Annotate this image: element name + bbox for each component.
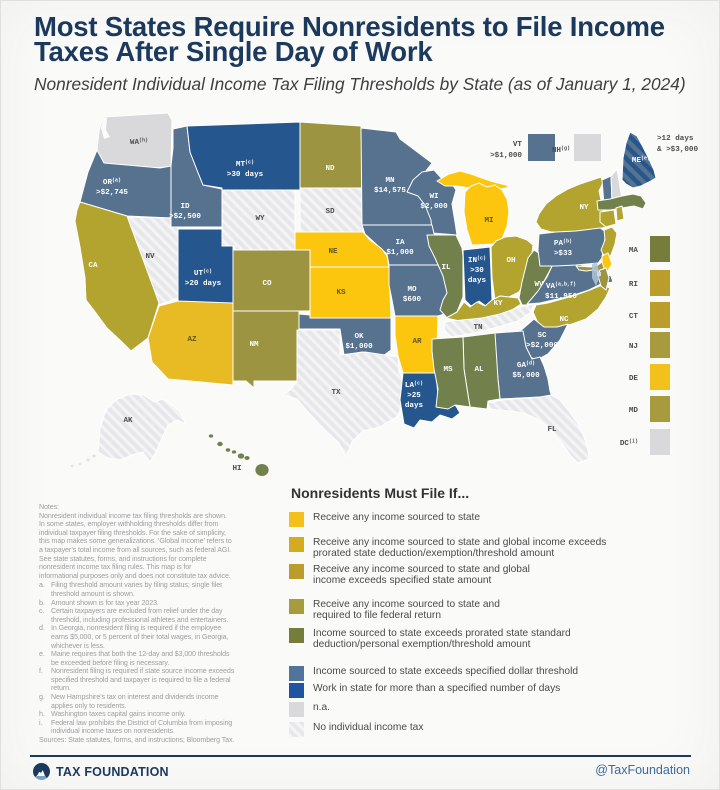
svg-text:MA: MA [629,247,639,255]
svg-text:NC: NC [559,316,569,324]
svg-text:WV: WV [534,281,544,289]
svg-text:ND: ND [325,165,335,173]
svg-text:days: days [468,277,487,285]
svg-text:AK: AK [123,417,133,425]
svg-text:AZ: AZ [187,336,197,344]
svg-text:KS: KS [336,289,346,297]
svg-text:GA(d): GA(d) [517,361,535,371]
svg-text:LA(c): LA(c) [405,381,423,391]
svg-text:VA(a,b,f): VA(a,b,f) [546,282,576,292]
svg-text:NH(g): NH(g) [552,146,570,156]
svg-text:$2,000: $2,000 [420,203,448,211]
svg-text:ME(e): ME(e) [632,156,650,166]
svg-text:DC(i): DC(i) [620,439,638,449]
svg-text:WY: WY [255,215,265,223]
svg-text:& >$3,000: & >$3,000 [657,146,698,154]
svg-text:>$2,500: >$2,500 [169,213,201,221]
svg-text:MD: MD [629,407,639,415]
svg-text:CA: CA [88,262,98,270]
svg-text:$14,575: $14,575 [374,187,406,195]
svg-text:AL: AL [474,366,484,374]
svg-text:NE: NE [328,248,338,256]
svg-text:CO: CO [262,280,272,288]
svg-text:TX: TX [331,389,341,397]
svg-text:VT: VT [513,141,523,149]
svg-text:>20 days: >20 days [185,280,222,288]
svg-text:IN(c): IN(c) [468,256,486,266]
svg-text:>$33: >$33 [554,250,573,258]
svg-text:DE: DE [629,375,639,383]
svg-text:WA(h): WA(h) [130,138,148,148]
svg-text:IL: IL [441,264,451,272]
svg-text:MO: MO [407,286,417,294]
svg-text:OH: OH [506,257,516,265]
svg-text:HI: HI [232,465,241,473]
svg-text:NV: NV [145,253,155,261]
svg-text:>30: >30 [470,267,484,275]
svg-text:>$1,000: >$1,000 [490,152,522,160]
svg-text:MN: MN [385,177,395,185]
svg-text:RI: RI [629,281,638,289]
svg-text:OR(a): OR(a) [103,178,121,188]
svg-text:ID: ID [180,203,190,211]
svg-text:TN: TN [473,324,483,332]
svg-text:$1,000: $1,000 [386,249,414,257]
svg-text:FL: FL [547,426,557,434]
svg-text:SC: SC [537,332,547,340]
svg-text:SD: SD [325,208,335,216]
svg-text:>$2,745: >$2,745 [96,189,128,197]
svg-text:WI: WI [429,193,438,201]
svg-text:days: days [405,402,424,410]
svg-text:$5,000: $5,000 [512,372,540,380]
svg-text:PA(b): PA(b) [554,239,572,249]
svg-text:>25: >25 [407,392,421,400]
svg-text:NM: NM [249,341,259,349]
svg-text:MT(c): MT(c) [236,160,254,170]
svg-text:$600: $600 [403,296,422,304]
svg-text:OK: OK [354,333,364,341]
svg-text:>$2,000: >$2,000 [526,342,558,350]
svg-text:AR: AR [412,338,422,346]
svg-text:$11,950: $11,950 [545,293,577,301]
svg-text:KY: KY [493,300,503,308]
svg-text:>30 days: >30 days [227,171,264,179]
svg-text:IA: IA [395,239,405,247]
svg-text:>12 days: >12 days [657,135,694,143]
svg-text:NJ: NJ [629,343,638,351]
svg-text:NY: NY [579,204,589,212]
svg-text:CT: CT [629,313,639,321]
svg-text:MS: MS [443,366,453,374]
svg-text:UT(c): UT(c) [194,269,212,279]
svg-text:$1,000: $1,000 [345,343,373,351]
svg-text:MI: MI [484,217,493,225]
